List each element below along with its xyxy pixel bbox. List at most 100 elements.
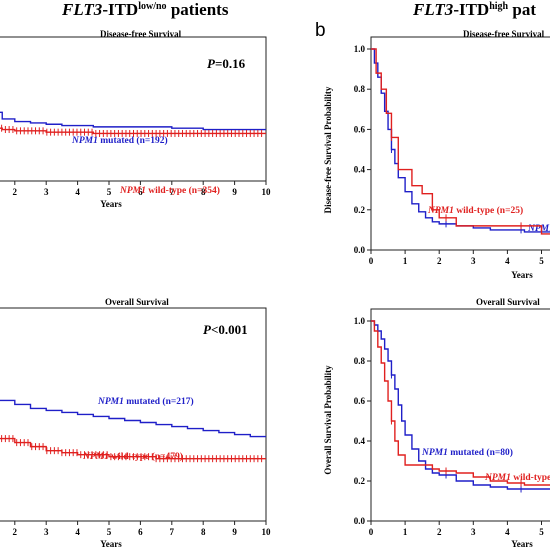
x-tick-label: 10 (262, 187, 272, 197)
legend-gene: NPM1 (527, 224, 550, 234)
x-tick-label: 1 (403, 256, 408, 266)
x-axis-label: Years (511, 539, 533, 549)
x-tick-label: 3 (471, 527, 476, 537)
series-wildtype (371, 48, 550, 235)
series-mutated (0, 111, 266, 131)
legend-gene: NPM1 (119, 186, 146, 196)
heading-right: FLT3-ITDhigh pat (413, 0, 536, 20)
x-tick-label: 8 (201, 527, 206, 537)
series-line (371, 320, 550, 486)
legend-text: wild-type (n=479) (109, 451, 183, 462)
heading-left-gene: FLT3 (62, 0, 103, 19)
x-tick-label: 0 (369, 256, 374, 266)
plot-frame (0, 307, 267, 522)
heading-left-sup: low/no (138, 1, 167, 12)
x-tick-label: 9 (232, 527, 237, 537)
p-value-text: <0.001 (211, 322, 248, 337)
chart-title: Overall Survival (476, 297, 540, 307)
legend-mutated: NPM1 mutated (n=192) (71, 135, 168, 146)
legend-text: mutated (n=80) (448, 447, 513, 458)
legend-gene: NPM1 (71, 136, 98, 146)
legend-gene: NPM1 (82, 452, 109, 462)
y-tick-label: 0.2 (354, 205, 366, 215)
series-wildtype (0, 124, 266, 137)
x-tick-label: 2 (437, 527, 442, 537)
x-tick-label: 8 (201, 187, 206, 197)
p-value: P<0.001 (203, 322, 248, 337)
x-axis-label: Years (511, 270, 533, 280)
legend-text: wild-type (n=354) (146, 185, 220, 196)
series-line (371, 48, 550, 233)
x-tick-label: 5 (107, 187, 112, 197)
plot-frame (370, 36, 550, 251)
chart-title: Disease-free Survival (100, 29, 182, 39)
chart-title: Disease-free Survival (463, 29, 545, 39)
heading-right-tail: pat (508, 0, 536, 19)
x-tick-label: 3 (471, 256, 476, 266)
chart-title: Overall Survival (105, 297, 169, 307)
series-line (0, 111, 266, 131)
x-tick-label: 4 (505, 256, 510, 266)
legend-gene: NPM1 (421, 448, 448, 458)
x-tick-label: 2 (13, 527, 18, 537)
y-axis-label: Overall Survival Probability (323, 365, 333, 475)
x-tick-label: 3 (44, 187, 49, 197)
legend-wildtype: NPM1 wild-type (n=479) (82, 451, 183, 462)
series-mutated (371, 320, 550, 493)
y-tick-label: 1.0 (354, 44, 366, 54)
plot-frame (0, 36, 267, 182)
legend-gene: NPM1 (97, 397, 124, 407)
x-tick-label: 1 (403, 527, 408, 537)
series-line (0, 437, 266, 460)
series-wildtype (0, 435, 266, 463)
series-line (0, 399, 266, 438)
x-axis-label: Years (100, 199, 122, 209)
x-tick-label: 0 (369, 527, 374, 537)
legend-wildtype: NPM1 wild-type (n=354) (119, 185, 220, 196)
p-value-text: =0.16 (215, 56, 246, 71)
legend-mutated: NPM1 (527, 224, 550, 234)
heading-right-sup: high (489, 1, 509, 12)
x-tick-label: 4 (75, 187, 80, 197)
y-tick-label: 0.2 (354, 476, 366, 486)
y-tick-label: 0.6 (354, 124, 366, 134)
heading-left-tail: patients (166, 0, 229, 19)
y-tick-label: 0.8 (354, 84, 366, 94)
legend-mutated: NPM1 mutated (n=217) (97, 396, 194, 407)
y-tick-label: 0.6 (354, 396, 366, 406)
chart-panel-1: Disease-free Survival 2 3 4 5 6 7 8 9 10 Years P=0.… (0, 29, 271, 209)
x-tick-label: 6 (138, 187, 143, 197)
y-tick-label: 0.8 (354, 356, 366, 366)
x-tick-label: 9 (232, 187, 237, 197)
legend-gene: NPM1 (484, 473, 511, 483)
chart-panel-4: Overall Survival 0 1 2 3 4 5 0.0 0.2 0.4 0.6 0.8 1.0… (323, 297, 550, 549)
legend-text: mutated (n=217) (124, 396, 194, 407)
heading-right-gene: FLT3 (413, 0, 454, 19)
legend-text: mutated (n=192) (98, 135, 168, 146)
legend-text: wild-type (n=25) (454, 205, 523, 216)
x-tick-label: 7 (170, 527, 175, 537)
x-axis-label: Years (100, 539, 122, 549)
heading-right-suffix: -ITD (453, 0, 490, 19)
y-tick-label: 0.0 (354, 516, 366, 526)
y-tick-label: 0.0 (354, 245, 366, 255)
legend-wildtype: NPM1 wild-type (n=25) (427, 205, 523, 216)
x-tick-label: 5 (539, 527, 544, 537)
legend-gene: NPM1 (427, 206, 454, 216)
plot-frame (370, 308, 550, 522)
y-axis-label: Disease-free Survival Probability (323, 86, 333, 213)
chart-panel-2: Overall Survival 2 3 4 5 6 7 8 9 10 Years P<0.001 NP… (0, 297, 271, 549)
series-line (371, 48, 550, 235)
legend-wildtype: NPM1 wild-type (n= (484, 472, 550, 483)
heading-left-suffix: -ITD (102, 0, 139, 19)
x-tick-label: 3 (44, 527, 49, 537)
series-line (371, 320, 550, 490)
legend-mutated: NPM1 mutated (n=80) (421, 447, 513, 458)
chart-panel-3: Disease-free Survival 0 1 2 3 4 5 0.0 0.2 0.4 0.6 0… (323, 29, 550, 280)
x-tick-label: 5 (539, 256, 544, 266)
heading-left: FLT3-ITDlow/no patients (62, 0, 228, 20)
legend-text: wild-type (n= (511, 472, 550, 483)
x-tick-label: 2 (13, 187, 18, 197)
y-tick-label: 1.0 (354, 316, 366, 326)
